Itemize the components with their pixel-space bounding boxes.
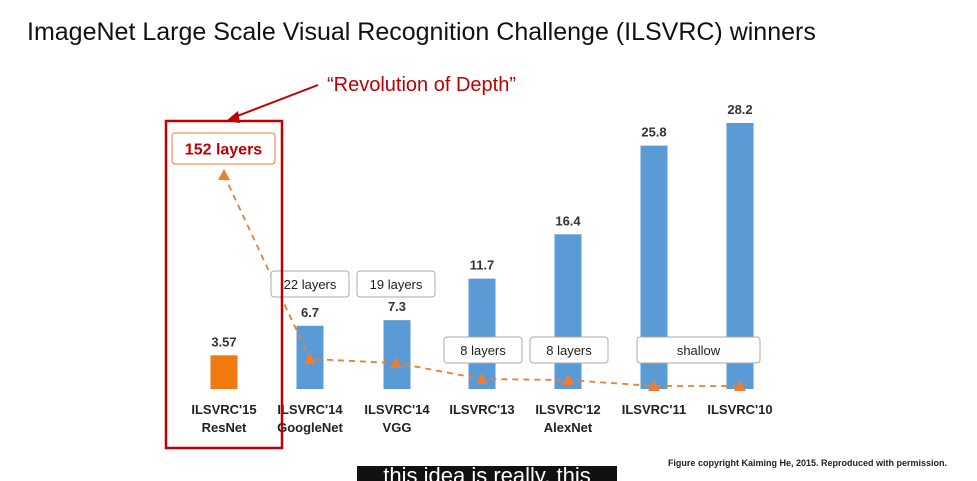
annotation-arrowhead [226,111,240,123]
depth-label-6: shallow [677,343,721,358]
tick-sublabel-5: AlexNet [544,420,593,435]
depth-marker-6 [648,380,660,391]
data-label-2: 6.7 [301,305,319,320]
bar-1 [210,355,238,389]
data-label-5: 16.4 [555,213,581,228]
depth-label-box-1 [171,132,276,165]
annotation-arrow-line [231,84,319,119]
tick-label-5: ILSVRC'12 [535,402,600,417]
tick-label-4: ILSVRC'13 [449,402,514,417]
revolution-of-depth-annotation: “Revolution of Depth” [327,74,516,96]
depth-label-box-3 [356,270,436,298]
tick-label-2: ILSVRC'14 [277,402,343,417]
depth-label-box-6 [636,336,761,364]
depth-label-5: 8 layers [546,343,592,358]
depth-marker-7 [734,380,746,391]
resnet-highlight-box [164,119,284,450]
bar-4 [468,278,496,389]
tick-label-6: ILSVRC'11 [622,402,687,417]
bar-5 [554,234,582,389]
tick-sublabel-2: GoogleNet [277,420,343,435]
depth-label-3: 19 layers [370,277,423,292]
depth-marker-1 [218,169,230,180]
depth-label-box-2 [270,270,350,298]
depth-label-box-4 [443,336,523,364]
depth-marker-4 [476,373,488,384]
data-label-6: 25.8 [641,125,666,140]
data-label-7: 28.2 [727,102,752,117]
data-label-4: 11.7 [470,258,495,273]
slide-title: ImageNet Large Scale Visual Recognition … [27,18,816,46]
depth-label-2: 22 layers [284,277,337,292]
tick-label-7: ILSVRC'10 [707,402,772,417]
depth-marker-3 [390,357,402,368]
tick-sublabel-1: ResNet [202,420,247,435]
tick-sublabel-3: VGG [383,420,412,435]
subtitle-caption-text: this idea is really, this [383,466,591,481]
depth-label-box-5 [529,336,609,364]
depth-marker-2 [304,353,316,364]
bar-3 [383,320,411,389]
subtitle-caption: this idea is really, this [357,466,617,481]
depth-label-4: 8 layers [460,343,506,358]
data-label-3: 7.3 [388,299,406,314]
figure-credit: Figure copyright Kaiming He, 2015. Repro… [667,458,947,468]
depth-label-1: 152 layers [185,142,263,159]
depth-marker-5 [562,374,574,385]
tick-label-3: ILSVRC'14 [364,402,430,417]
data-label-1: 3.57 [211,334,236,349]
tick-label-1: ILSVRC'15 [191,402,256,417]
